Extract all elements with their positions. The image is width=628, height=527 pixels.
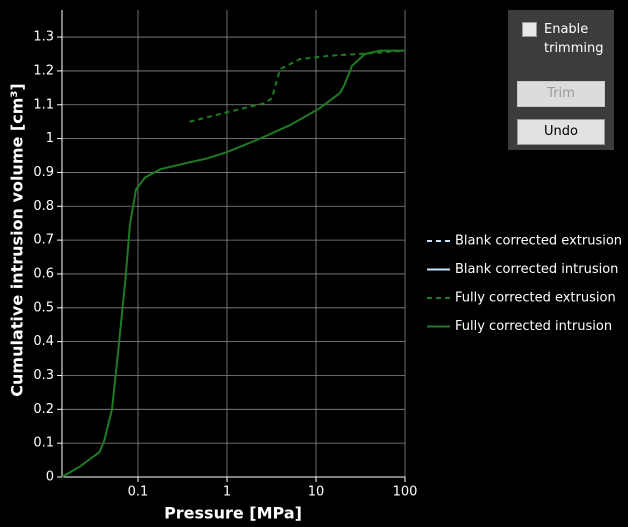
y-tick-label: 0.9 [33,165,54,180]
y-axis-label: Cumulative intrusion volume [cm³] [8,83,27,396]
legend-label: Blank corrected intrusion [455,262,618,277]
undo-button[interactable]: Undo [517,119,605,145]
y-tick-label: 0.2 [33,402,54,417]
y-tick-label: 0.5 [33,300,54,315]
x-tick-label: 0.1 [128,485,149,500]
y-tick-label: 0 [46,470,54,485]
y-tick-label: 0.7 [33,233,54,248]
series-line [189,49,406,123]
checkbox[interactable] [522,22,537,37]
y-tick-label: 0.4 [33,334,54,349]
x-tick-label: 100 [393,485,418,500]
y-tick-label: 1.1 [33,97,54,112]
y-tick-label: 0.8 [33,199,54,214]
y-tick-label: 0.1 [33,436,54,451]
y-tick-label: 1 [46,131,54,146]
x-axis-label: Pressure [MPa] [164,504,302,523]
legend-label: Fully corrected intrusion [455,319,612,334]
legend-label: Fully corrected extrusion [455,291,616,306]
y-tick-label: 0.3 [33,368,54,383]
y-tick-label: 0.6 [33,266,54,281]
checkbox-label[interactable]: Enable trimming [544,22,604,56]
trim-panel: Enable trimming Trim Undo [508,10,614,150]
legend-label: Blank corrected extrusion [455,234,622,249]
y-tick-label: 1.3 [33,30,54,45]
trim-button: Trim [517,81,605,107]
series-line [61,49,405,478]
x-tick-label: 1 [223,485,231,500]
y-tick-label: 1.2 [33,63,54,78]
x-tick-label: 10 [308,485,325,500]
